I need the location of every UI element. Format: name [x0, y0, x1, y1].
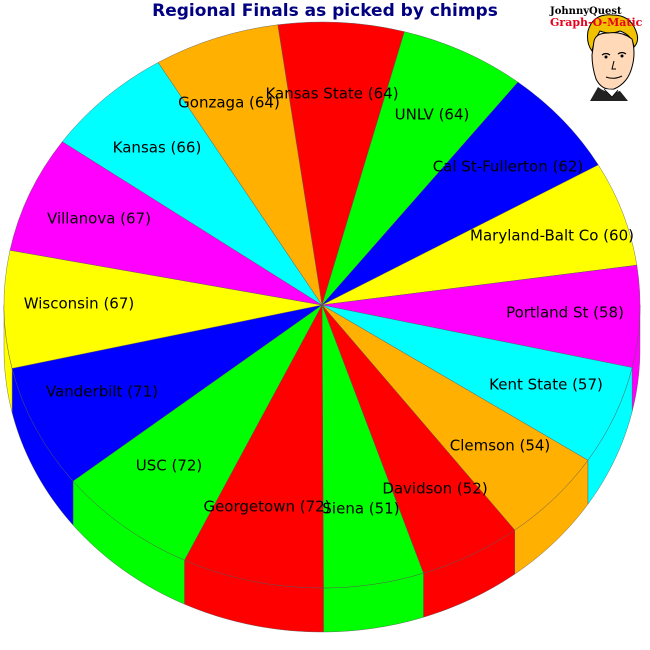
- slice-label: Georgetown (72): [203, 498, 330, 516]
- slice-label: Kansas (66): [113, 139, 202, 157]
- logo-eyes: [601, 51, 627, 56]
- slice-label: Kansas State (64): [265, 85, 398, 103]
- pie-slice: [62, 62, 323, 306]
- logo-text-line2: Graph-O-Matic: [550, 16, 643, 29]
- slice-label: Davidson (52): [382, 480, 487, 498]
- logo-mouth: [605, 60, 623, 79]
- pie-labels: Kansas State (64) UNLV (64) Cal St-Fullert…: [24, 85, 634, 518]
- pie-slice: [277, 21, 405, 306]
- slice-label: Wisconsin (67): [24, 295, 134, 313]
- pie-slice: [321, 164, 638, 306]
- pie-slice: [157, 24, 323, 306]
- chart-title: Regional Finals as picked by chimps: [152, 1, 498, 21]
- slice-label: Villanova (67): [47, 210, 151, 228]
- pie-side-walls: [3, 304, 641, 633]
- graph-o-matic-logo: JohnnyQuest Graph-O-Matic: [548, 1, 648, 101]
- pie-slice: [11, 304, 323, 482]
- slice-label: Kent State (57): [489, 376, 603, 394]
- pie-slice: [184, 304, 324, 589]
- slice-label: Gonzaga (64): [178, 94, 280, 112]
- pie-slice: [9, 141, 323, 306]
- slice-label: Clemson (54): [450, 437, 551, 455]
- pie-slice: [72, 304, 323, 561]
- logo-face: [591, 32, 635, 90]
- pie-slice: [3, 250, 323, 369]
- pie-slice: [321, 31, 519, 306]
- logo-text-line1: JohnnyQuest: [549, 6, 622, 17]
- slice-label: UNLV (64): [395, 106, 470, 124]
- pie-slice: [321, 81, 599, 306]
- slice-label: Maryland-Balt Co (60): [470, 227, 634, 245]
- pie-top-slices: [3, 21, 641, 589]
- slice-label: Portland St (58): [506, 304, 624, 322]
- slice-label: Vanderbilt (71): [46, 383, 158, 401]
- slice-label: Cal St-Fullerton (62): [433, 158, 584, 176]
- slice-label: Siena (51): [322, 500, 399, 518]
- slice-label: USC (72): [136, 457, 203, 475]
